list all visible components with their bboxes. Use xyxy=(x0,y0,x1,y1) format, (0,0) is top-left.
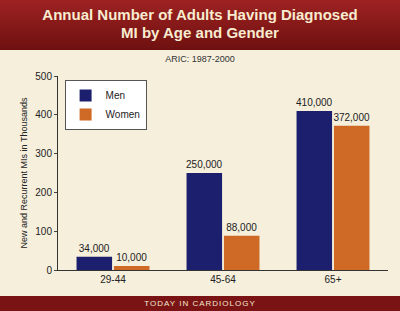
svg-text:10,000: 10,000 xyxy=(116,252,147,263)
svg-text:45-64: 45-64 xyxy=(210,274,236,285)
html-text:TODAY IN CARDIOLOGY: TODAY IN CARDIOLOGY xyxy=(144,299,256,308)
svg-text:29-44: 29-44 xyxy=(100,274,126,285)
svg-text:500: 500 xyxy=(35,71,52,82)
svg-text:Women: Women xyxy=(106,109,140,120)
html-text:Annual Number of Adults Having: Annual Number of Adults Having Diagnosed… xyxy=(42,6,358,41)
svg-text:410,000: 410,000 xyxy=(296,97,333,108)
svg-text:200: 200 xyxy=(35,187,52,198)
svg-text:ARIC: 1987-2000: ARIC: 1987-2000 xyxy=(165,54,235,64)
svg-text:Men: Men xyxy=(106,90,125,101)
svg-text:100: 100 xyxy=(35,226,52,237)
svg-text:New and Recurrent MIs in Thous: New and Recurrent MIs in Thousands xyxy=(19,97,29,248)
svg-text:250,000: 250,000 xyxy=(186,159,223,170)
svg-text:300: 300 xyxy=(35,148,52,159)
svg-text:372,000: 372,000 xyxy=(333,112,370,123)
svg-text:0: 0 xyxy=(46,265,52,276)
svg-text:400: 400 xyxy=(35,109,52,120)
svg-text:34,000: 34,000 xyxy=(79,243,110,254)
svg-text:88,000: 88,000 xyxy=(226,222,257,233)
svg-text:65+: 65+ xyxy=(325,274,342,285)
